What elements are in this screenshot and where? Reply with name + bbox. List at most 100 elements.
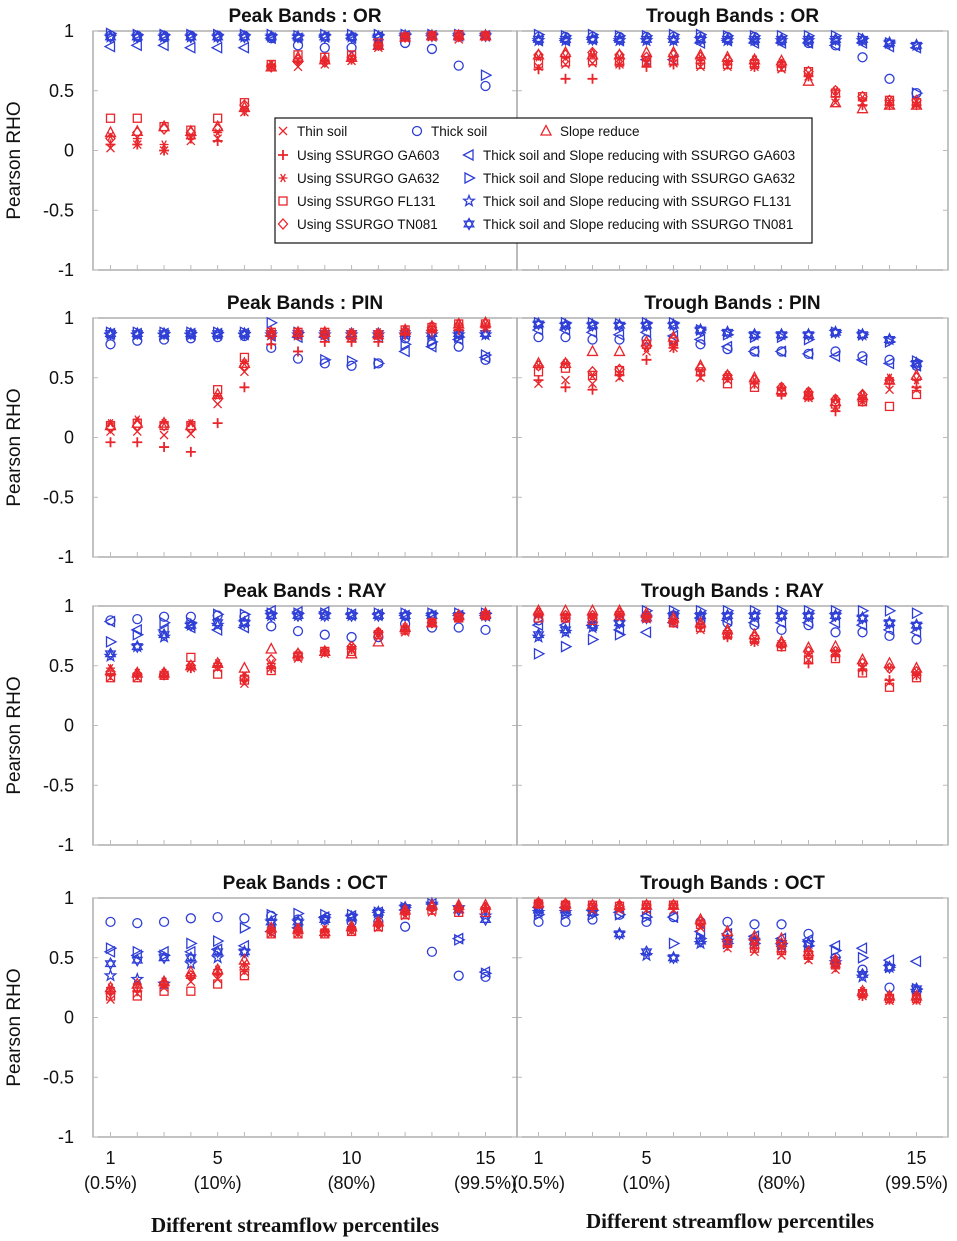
point-ttn081 [613,318,626,332]
point-tn081 [212,393,224,406]
point-slope [345,646,358,659]
point-ga603 [722,940,733,951]
point-ttn081 [211,326,224,341]
point-ttn081 [775,608,788,623]
point-slope [104,980,117,993]
point-ga603 [857,396,868,407]
point-tga632 [668,937,681,950]
point-ga603 [293,346,303,357]
point-ttn081 [318,912,331,927]
point-tn081 [131,981,143,994]
point-slope [613,344,626,357]
legend-marker-fl131 [278,196,288,206]
point-slope [238,356,251,369]
point-ttn081 [238,326,251,341]
point-ttn081 [721,608,734,623]
point-fl131 [830,653,841,664]
point-slope [910,368,923,381]
point-fl131 [749,634,760,645]
x-tick-label: 1 [533,1148,543,1168]
point-slope [910,989,923,1001]
point-tga632 [373,357,386,370]
point-tn081 [453,29,465,42]
point-thick [453,60,464,71]
point-fl131 [533,613,544,623]
point-slope [184,965,197,977]
point-slope [211,387,224,400]
point-ttn081 [184,950,197,965]
legend-label: Using SSURGO GA603 [297,148,440,163]
point-tn081 [857,90,868,103]
point-tga632 [614,628,627,641]
point-slope [721,50,734,62]
point-slope [157,119,171,132]
point-ga632 [696,367,705,377]
point-tn081 [239,961,250,974]
panel-frame [92,605,518,846]
point-tn081 [158,123,170,135]
point-fl131 [695,919,706,929]
point-slope [883,373,896,385]
point-fl131 [695,59,706,70]
point-thin [561,60,570,69]
point-slope [291,922,305,934]
point-slope [479,898,492,910]
point-tn081 [803,386,814,399]
point-tn081 [830,84,841,97]
point-tga632 [239,921,252,934]
point-ga603 [587,73,598,84]
point-tn081 [776,937,787,950]
point-slope [856,984,869,996]
point-tga632 [132,628,145,641]
figure-text: Different streamflow percentiles Differe… [4,6,948,1237]
point-ttn081 [532,627,545,642]
point-fl131 [212,979,223,989]
point-fl131 [105,673,116,683]
point-tn081 [426,29,438,42]
legend-label: Thick soil and Slope reducing with SSURG… [483,217,793,232]
point-ga603 [533,375,544,386]
panel-title: Trough Bands : OR [646,6,819,27]
legend-item-ga603: Using SSURGO GA603 [278,148,440,163]
point-ttn081 [104,326,117,341]
point-fl131 [884,682,895,692]
panel-frame [516,317,949,558]
point-tga603 [210,41,223,54]
point-slope [131,416,144,428]
point-tn081 [911,665,922,678]
point-ga632 [885,663,894,673]
point-slope [559,603,572,616]
legend-marker-tga632 [464,171,476,185]
y-tick-label: 1 [64,21,74,41]
point-ga603 [533,64,544,75]
point-slope [479,315,492,328]
point-tn081 [265,653,277,666]
point-thin [239,367,249,377]
xlabel-left: Different streamflow percentiles [151,1213,439,1237]
point-ttn081 [694,323,707,337]
point-slope [479,28,492,41]
point-ttn081 [559,318,572,332]
point-ttn081 [694,934,707,948]
point-ttn081 [211,944,224,959]
point-tga632 [186,937,198,950]
point-tn081 [830,393,841,406]
point-fl131 [749,382,760,392]
point-slope [748,929,761,941]
point-slope [399,620,412,633]
y-tick-label: 0.5 [49,656,74,676]
point-ttn081 [559,32,572,47]
y-axis-label: Pearson RHO [4,968,25,1086]
legend-marker-tn081 [277,218,289,230]
point-tga632 [533,647,546,660]
legend-item-thin: Thin soil [278,124,347,139]
point-slope [775,634,788,647]
point-ttn081 [802,608,815,623]
point-fl131 [641,613,652,623]
point-thin [106,427,115,436]
legend-item-tga603: Thick soil and Slope reducing with SSURG… [462,148,795,163]
y-axis-label: Pearson RHO [4,388,25,506]
point-ttn081 [265,608,278,623]
point-tga632 [266,316,279,329]
point-slope [856,388,869,401]
